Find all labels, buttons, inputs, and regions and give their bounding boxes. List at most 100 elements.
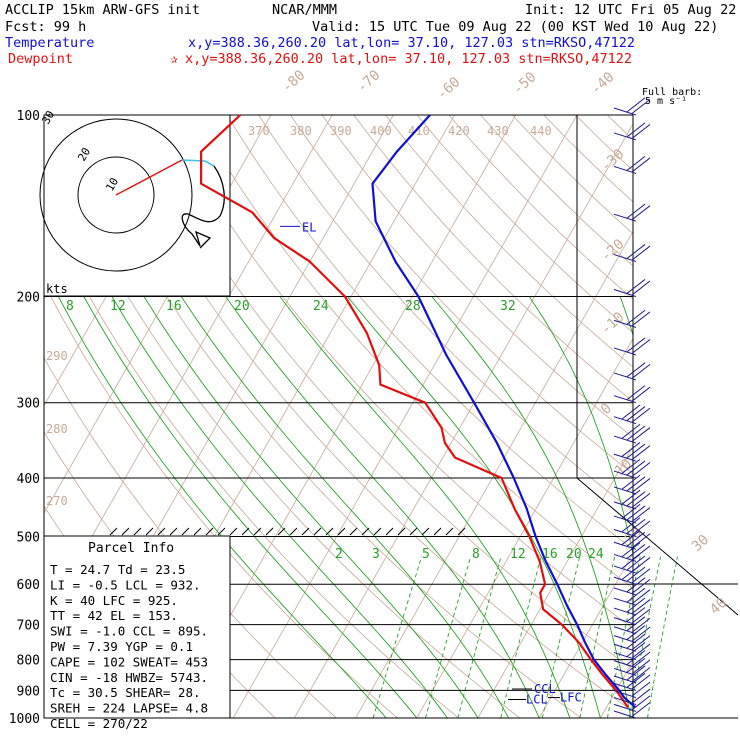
parcel-row: T = 24.7 Td = 23.5 <box>50 562 185 577</box>
wind-barb-flag <box>626 460 646 476</box>
dewpoint-star-icon: ✰ <box>170 51 178 67</box>
wind-barb-flag <box>631 545 651 561</box>
org-label: NCAR/MMM <box>272 2 337 18</box>
isotherm-line <box>416 337 633 718</box>
tropopause-hatch <box>121 527 130 536</box>
parcel-row: TT = 42 EL = 153. <box>50 608 178 623</box>
wind-barb-flag <box>626 203 646 219</box>
isotherm-line <box>538 552 633 718</box>
wind-barbs <box>613 97 651 719</box>
parcel-row: CELL = 270/22 <box>50 716 148 731</box>
isotherm-label: 40 <box>707 595 730 618</box>
wind-barb-flag <box>626 443 646 459</box>
pressure-tick-label: 500 <box>17 530 40 545</box>
wind-barb-flag <box>626 672 646 688</box>
isotherm-label: -20 <box>598 236 628 265</box>
dry-adiabat-line <box>416 115 633 334</box>
isotherm-line <box>477 445 633 718</box>
mixing-ratio-label: 24 <box>588 547 604 562</box>
pressure-tick-label: 200 <box>17 291 40 306</box>
tropopause-hatch <box>301 527 310 536</box>
mixing-ratio-label: 12 <box>510 547 526 562</box>
wind-barb-flag <box>621 542 641 558</box>
wind-barb-flag <box>626 566 646 582</box>
wind-barb-flag <box>631 557 651 572</box>
tropopause-hatch <box>109 527 118 536</box>
wind-barb-flag <box>631 124 651 139</box>
hodograph-box <box>43 114 231 297</box>
wind-barb-flag <box>631 695 651 711</box>
tropopause-hatch <box>313 527 322 536</box>
theta-e-label: 16 <box>166 299 182 314</box>
tropopause-hatch <box>457 527 466 536</box>
dry-adiabat-line <box>100 115 633 712</box>
wind-barb-flag <box>631 608 651 624</box>
wind-barb-flag <box>626 657 646 673</box>
hodo-units-label: kts <box>46 282 68 296</box>
hodo-low-segment <box>115 159 183 196</box>
mixing-ratio-label: 5 <box>422 547 430 562</box>
theta-label: 430 <box>487 124 509 138</box>
theta-e-label: 28 <box>405 299 421 314</box>
mixing-ratio-line <box>579 556 616 719</box>
tropopause-hatch <box>229 527 238 536</box>
wind-barb-flag <box>631 579 651 594</box>
dry-adiabat-line <box>44 130 521 718</box>
tropopause-hatch <box>193 527 202 536</box>
wind-barb-flag <box>631 427 651 442</box>
wind-barb-flag <box>626 385 646 400</box>
wind-barb-flag <box>631 157 651 173</box>
wind-barb-flag <box>626 642 646 657</box>
tropopause-hatch <box>409 527 418 536</box>
wind-barb-flag <box>626 625 646 640</box>
wind-barb-flag <box>621 553 641 569</box>
temperature-location: x,y=388.36,260.20 lat,lon= 37.10, 127.03… <box>188 35 635 51</box>
ccl-label: CCL <box>534 682 556 696</box>
wind-barb-flag <box>631 245 651 261</box>
hodo-upper-segment <box>181 165 225 249</box>
wind-barb-flag <box>626 425 646 441</box>
model-title: ACCLIP 15km ARW-GFS init <box>5 2 200 18</box>
pressure-tick-label: 900 <box>17 684 40 699</box>
parcel-row: CIN = -18 HWBZ= 5743. <box>50 670 208 685</box>
isotherm-line <box>662 115 740 718</box>
wind-barb-flag <box>631 339 651 354</box>
wind-barb-flag <box>631 478 651 493</box>
tropopause-hatch <box>169 527 178 536</box>
valid-time: Valid: 15 UTC Tue 09 Aug 22 (00 KST Wed … <box>312 19 718 35</box>
wind-barb-flag <box>621 474 641 490</box>
theta-e-label: 20 <box>234 299 250 314</box>
moist-adiabat-line <box>225 296 540 718</box>
dry-adiabat-line <box>44 207 460 718</box>
dry-adiabat-line <box>290 115 633 475</box>
wind-barb-flag <box>631 462 651 477</box>
parcel-row: Tc = 30.5 SHEAR= 28. <box>50 685 201 700</box>
hodo-mid-segment <box>181 159 215 167</box>
mixing-ratio-line <box>500 556 542 719</box>
isotherm-line <box>600 659 633 718</box>
wind-barb-flag <box>621 489 641 505</box>
wind-barb-flag <box>626 155 646 171</box>
pressure-tick-label: 400 <box>17 472 40 487</box>
dry-adiabat-line <box>163 115 633 629</box>
isotherm-label: -50 <box>510 69 540 98</box>
mixing-ratio-line <box>425 556 472 719</box>
theta-label: 290 <box>46 349 68 363</box>
parcel-row: CAPE = 102 SWEAT= 453 <box>50 654 208 669</box>
dry-adiabat-line <box>448 115 633 300</box>
dry-adiabat-line <box>44 282 399 718</box>
wind-barb-flag <box>626 543 646 559</box>
wind-barb-flag <box>626 406 646 421</box>
temperature-profile <box>371 114 637 709</box>
wind-barb-flag <box>631 659 651 675</box>
lfc-label: LFC <box>560 691 582 705</box>
parcel-box <box>43 535 231 719</box>
hodo-ring-label-30: 30 <box>39 109 57 127</box>
dry-adiabat-line <box>606 115 633 141</box>
pressure-tick-label: 800 <box>17 654 40 669</box>
wind-barb-flag <box>621 442 641 457</box>
wind-barb-flag <box>621 458 641 474</box>
tropopause-hatch <box>433 527 442 536</box>
tropopause-hatch <box>337 527 346 536</box>
tropopause-hatch <box>205 527 214 536</box>
